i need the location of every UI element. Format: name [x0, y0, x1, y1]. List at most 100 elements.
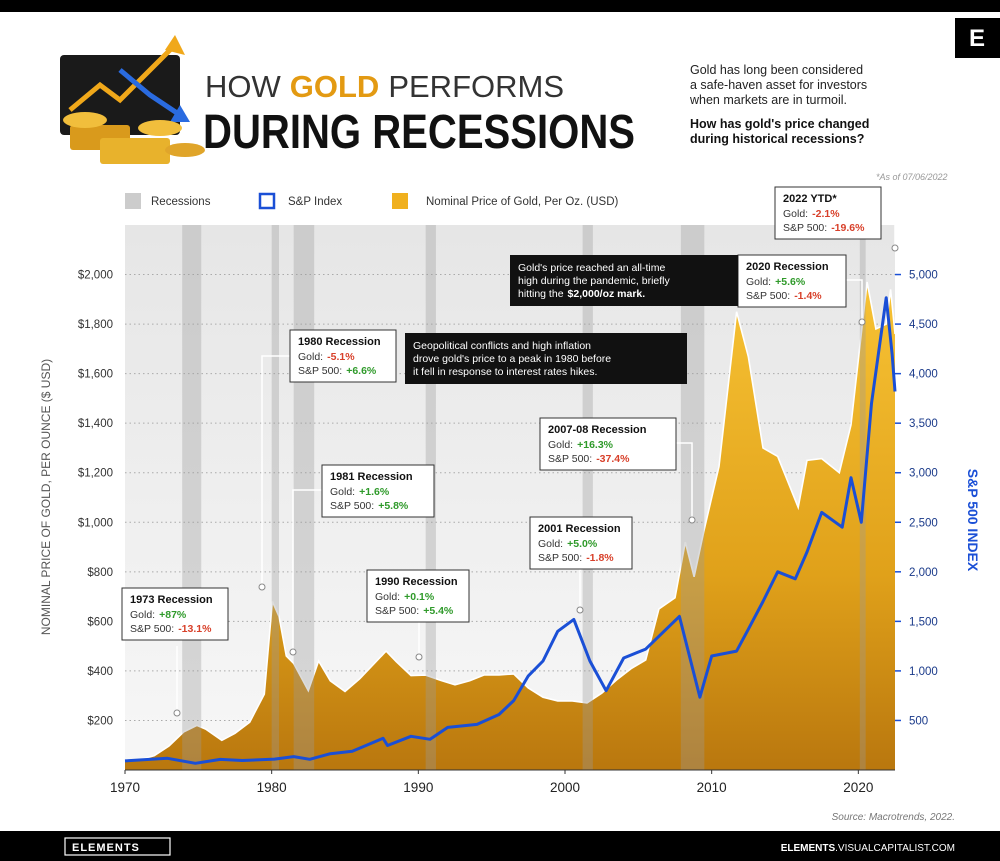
annotation: 1980 Recession Gold: -5.1% S&P 500: +6.6%	[258, 329, 397, 591]
annotation: 1990 Recession Gold: +0.1% S&P 500: +5.4%	[366, 569, 470, 661]
y2-tick-label: 2,500	[909, 517, 938, 529]
y2-tick-label: 3,500	[909, 418, 938, 430]
logo-box	[955, 18, 1000, 58]
y2-tick-label: 1,500	[909, 616, 938, 628]
annotation-row: S&P 500: -1.4%	[746, 290, 822, 302]
recession-band	[293, 225, 315, 770]
annotation-value: +5.4%	[423, 605, 454, 617]
annotation-dot	[289, 648, 297, 656]
y2-tick-label: 4,000	[909, 369, 938, 381]
annotation-row: S&P 500: -19.6%	[783, 222, 865, 234]
annotation-row: S&P 500: -13.1%	[130, 623, 212, 635]
annotation-box	[121, 587, 229, 641]
x-tick-label: 2010	[697, 780, 727, 795]
annotation-dot	[688, 516, 696, 524]
y-tick-label: $1,600	[78, 369, 113, 381]
annotation-title: 1990 Recession	[375, 576, 458, 588]
annotation-dot	[415, 653, 423, 661]
annotation-title: 2022 YTD*	[783, 193, 837, 205]
annotation-row: S&P 500: +6.6%	[298, 365, 377, 377]
annotation-row: Gold: +5.6%	[746, 276, 806, 288]
annotation-box	[366, 569, 470, 623]
annotation-row: Gold: +1.6%	[330, 486, 390, 498]
callout-line: hitting the $2,000/oz mark.	[518, 288, 645, 300]
y-tick-label: $1,200	[78, 468, 113, 480]
y-tick-label: $200	[87, 715, 113, 727]
annotation-box	[529, 516, 633, 570]
annotation-label: S&P 500:	[548, 453, 592, 465]
footer-brand-box	[64, 837, 171, 856]
x-tick-label: 1990	[403, 780, 433, 795]
y-tick-label: $2,000	[78, 270, 113, 282]
y2-tick-label: 3,000	[909, 468, 938, 480]
annotation-value: -19.6%	[831, 222, 865, 234]
annotation-label: Gold:	[783, 208, 808, 220]
annotation-label: Gold:	[746, 276, 771, 288]
y-axis-title: NOMINAL PRICE OF GOLD, PER OUNCE ($ USD)	[39, 359, 53, 635]
annotation-box	[774, 186, 882, 240]
legend-label: Nominal Price of Gold, Per Oz. (USD)	[426, 196, 619, 208]
annotation-value: +5.6%	[775, 276, 806, 288]
annotation-label: Gold:	[375, 591, 400, 603]
callout-line: Gold's price reached an all-time	[518, 262, 665, 274]
annotation-row: S&P 500: +5.4%	[375, 605, 454, 617]
legend-label: S&P Index	[288, 196, 342, 208]
x-tick-label: 1970	[110, 780, 140, 795]
annotation: 2007-08 Recession Gold: +16.3% S&P 500: -37.…	[539, 417, 696, 524]
annotation-value: +0.1%	[404, 591, 435, 603]
logo: E	[969, 25, 985, 52]
y2-tick-label: 5,000	[909, 270, 938, 282]
legend-swatch	[258, 192, 276, 210]
y2-tick-label: 4,500	[909, 319, 938, 331]
callout-line: drove gold's price to a peak in 1980 bef…	[413, 353, 611, 365]
gold-outline	[124, 281, 896, 762]
annotation-pointer	[261, 355, 290, 587]
annotation-label: S&P 500:	[538, 552, 582, 564]
annotation-row: Gold: +0.1%	[375, 591, 435, 603]
y-tick-label: $400	[87, 666, 113, 678]
source: Source: Macrotrends, 2022.	[832, 812, 955, 823]
annotation-box	[321, 464, 435, 518]
y-tick-label: $800	[87, 567, 113, 579]
footer-bar	[0, 831, 1000, 861]
gold-area	[125, 282, 895, 770]
footer-site: ELEMENTS.VISUALCAPITALIST.COM	[781, 843, 955, 854]
annotation-pointer	[676, 442, 693, 520]
annotation-box	[539, 417, 677, 471]
annotation: 2001 Recession Gold: +5.0% S&P 500: -1.8%	[529, 516, 633, 614]
recession-band	[271, 225, 279, 770]
y2-tick-label: 2,000	[909, 567, 938, 579]
annotation: 2022 YTD* Gold: -2.1% S&P 500: -19.6%	[774, 186, 899, 252]
annotation-value: +5.0%	[567, 538, 598, 550]
title-line-2: DURING RECESSIONS	[203, 106, 635, 159]
annotation-row: S&P 500: -1.8%	[538, 552, 614, 564]
sp-line	[124, 296, 897, 765]
callout-box	[510, 255, 738, 306]
plot: $200 $400 $600 $800 $1,000 $1,200 $1,400 $1,600…	[78, 186, 938, 795]
annotation-label: S&P 500:	[783, 222, 827, 234]
annotation-row: Gold: +16.3%	[548, 439, 614, 451]
annotation-row: S&P 500: -37.4%	[548, 453, 630, 465]
callout-text: Geopolitical conflicts and high inflatio…	[413, 340, 591, 352]
annotation-value: +6.6%	[346, 365, 377, 377]
y-tick-label: $1,000	[78, 517, 113, 529]
annotation-box	[289, 329, 397, 383]
callout-line: it fell in response to interest rates hi…	[413, 366, 597, 378]
annotation-title: 2020 Recession	[746, 261, 829, 273]
annotation-label: S&P 500:	[298, 365, 342, 377]
title-line-1: HOW GOLD PERFORMS	[205, 69, 564, 104]
annotation-label: S&P 500:	[375, 605, 419, 617]
annotation-value: +16.3%	[577, 439, 614, 451]
legend-label: Recessions	[151, 196, 211, 208]
recession-band	[582, 225, 593, 770]
annotation-label: S&P 500:	[330, 500, 374, 512]
callout-line: high during the pandemic, briefly	[518, 275, 671, 287]
annotation-title: 1973 Recession	[130, 594, 213, 606]
x-tick-label: 2000	[550, 780, 580, 795]
annotation-label: Gold:	[298, 351, 323, 363]
gold-icon	[60, 35, 205, 164]
x-tick-label: 2020	[843, 780, 873, 795]
annotation-label: S&P 500:	[130, 623, 174, 635]
